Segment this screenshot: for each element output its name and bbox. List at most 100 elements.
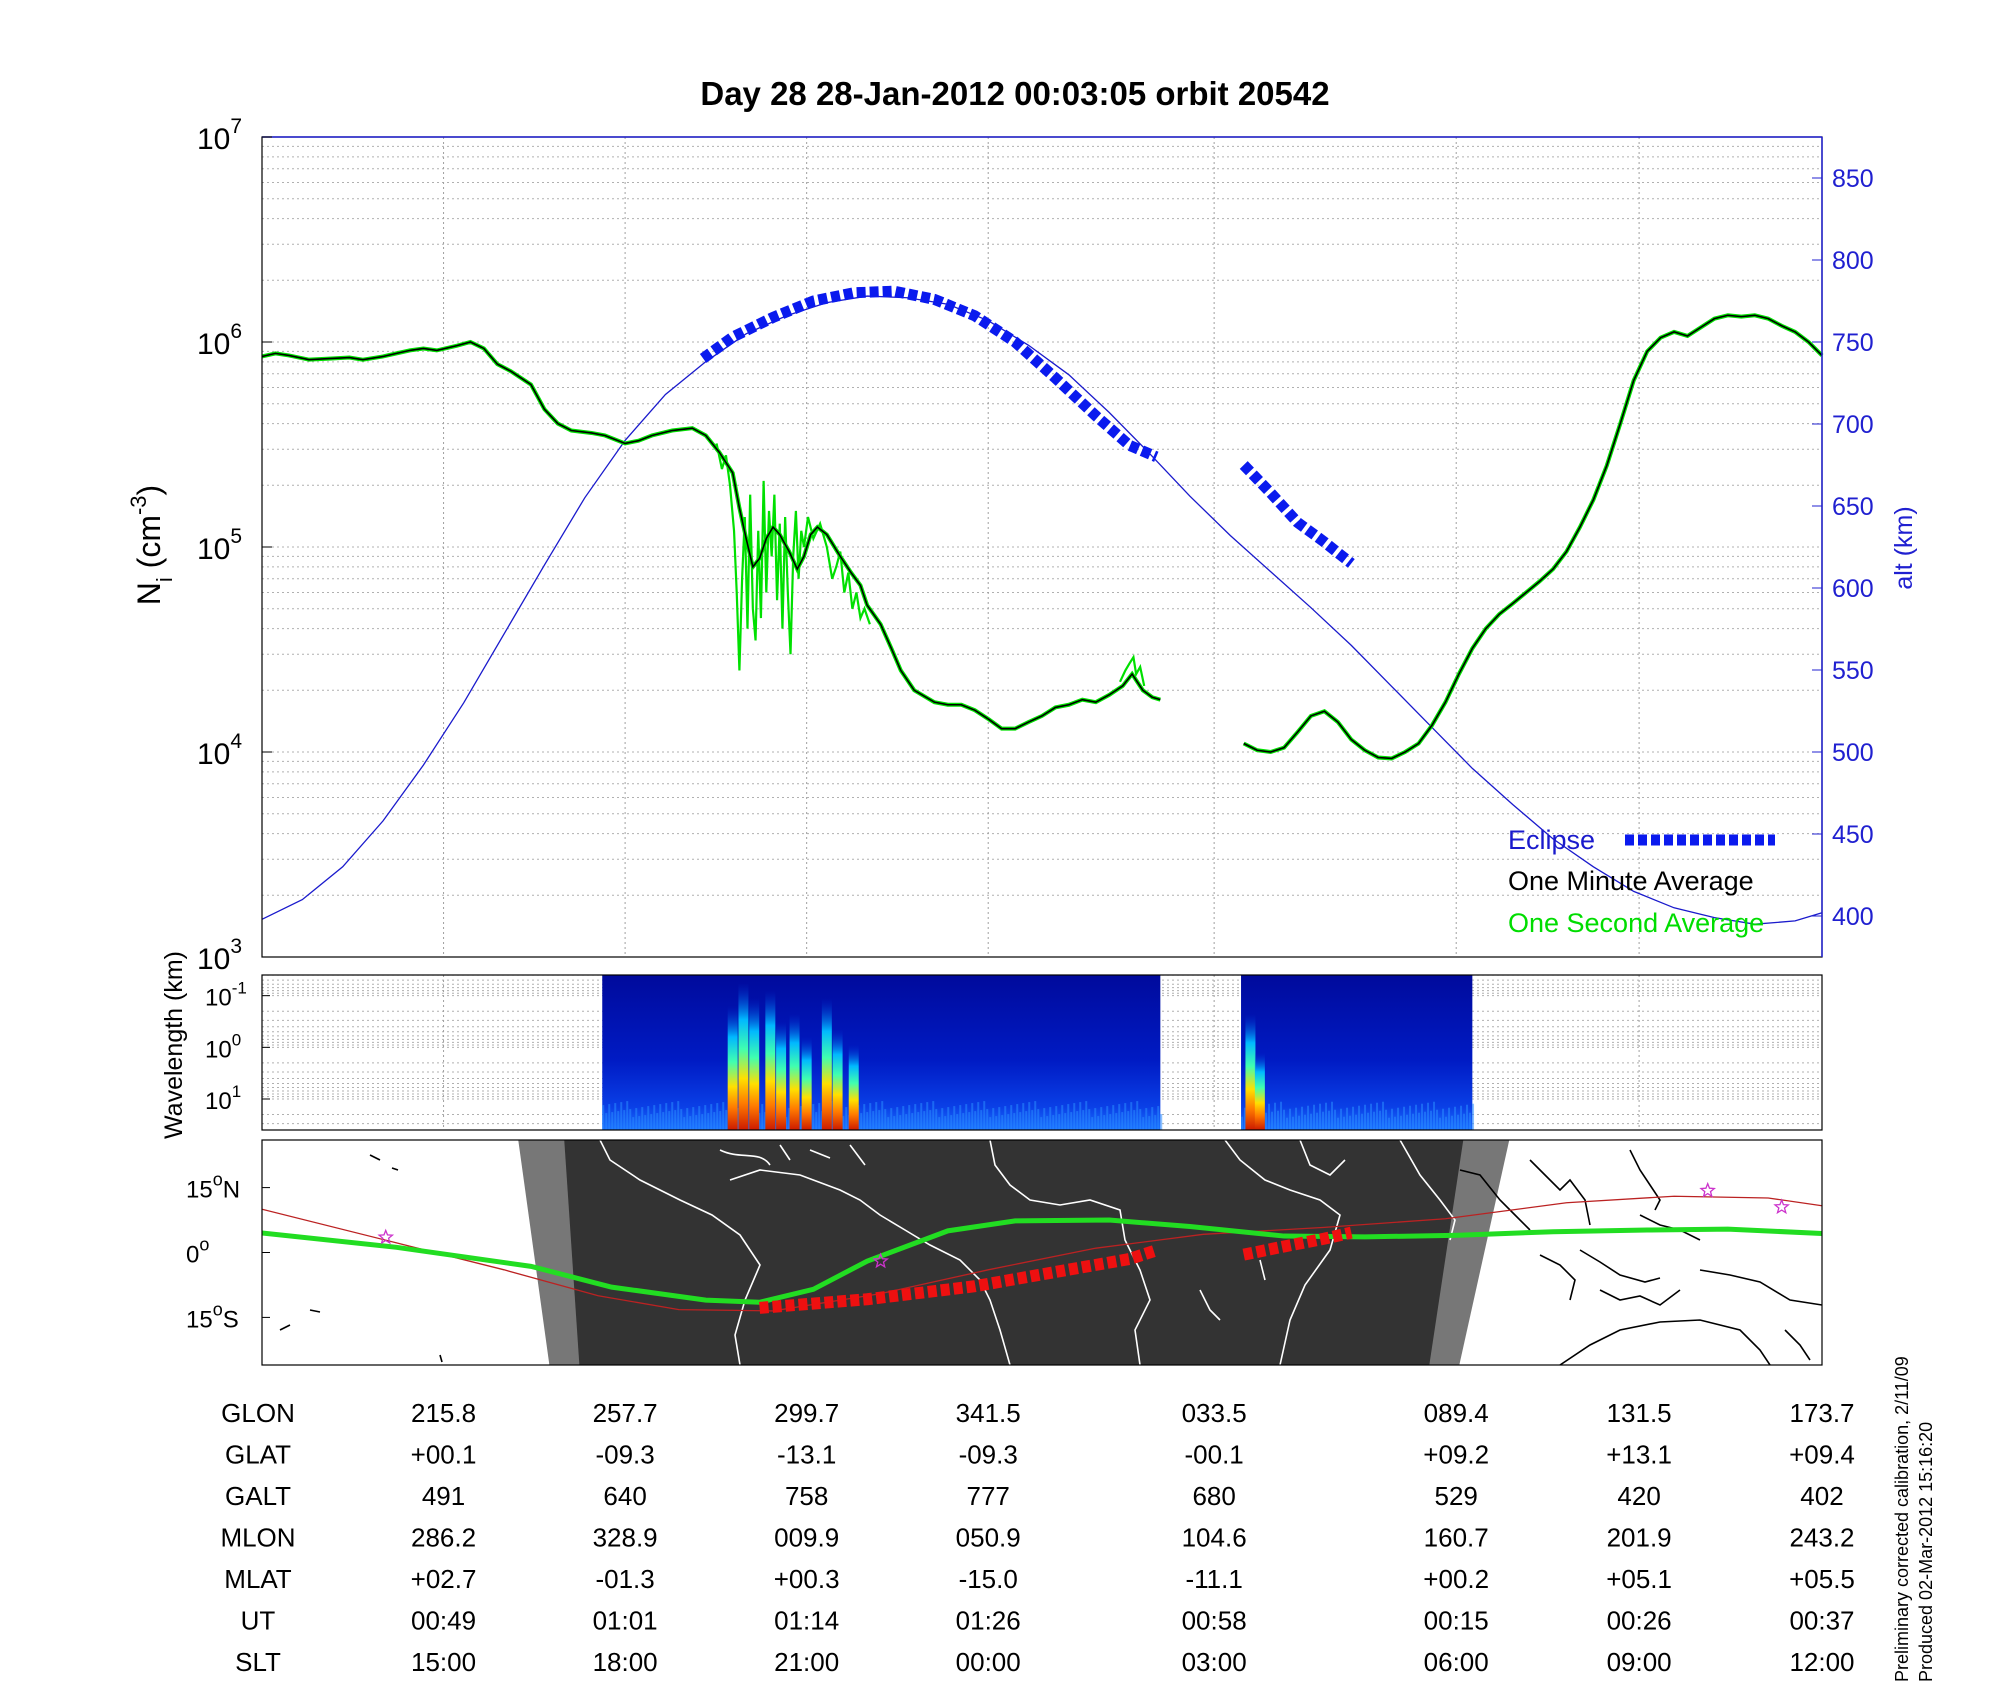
spectrogram-texture bbox=[1022, 1103, 1025, 1130]
table-cell: 286.2 bbox=[411, 1523, 476, 1553]
spectrogram-texture bbox=[812, 1104, 815, 1130]
spectrogram-image bbox=[602, 975, 1475, 1130]
spectrogram-texture bbox=[986, 1109, 989, 1130]
spectrogram-texture bbox=[998, 1107, 1001, 1130]
spectrogram-texture bbox=[1052, 1115, 1055, 1130]
spectrogram-texture bbox=[689, 1116, 692, 1130]
legend-one-second-average: One Second Average bbox=[1508, 908, 1764, 938]
spectrogram-texture bbox=[1415, 1104, 1418, 1130]
orbit-data-table: GLON GLAT GALT MLON MLAT UT SLT 215.8 +00.1 491 28… bbox=[220, 1398, 1854, 1677]
spectrogram-texture bbox=[1046, 1116, 1049, 1130]
spectrogram-texture bbox=[1070, 1112, 1073, 1130]
spectrogram-texture bbox=[926, 1102, 929, 1130]
one-minute-segment bbox=[1243, 314, 1823, 760]
spectrogram-texture bbox=[1049, 1107, 1052, 1130]
spectrogram-texture bbox=[698, 1106, 701, 1130]
spectrogram-texture bbox=[962, 1113, 965, 1130]
spectrogram-texture bbox=[1427, 1102, 1430, 1130]
spectrogram-texture bbox=[1130, 1102, 1133, 1130]
spectrogram-texture bbox=[896, 1107, 899, 1130]
spectrogram-texture bbox=[1466, 1104, 1469, 1130]
spectrogram-texture bbox=[1319, 1103, 1322, 1130]
spectrogram-texture bbox=[1307, 1105, 1310, 1130]
spectrogram-texture bbox=[1127, 1111, 1130, 1130]
spectrogram-texture bbox=[1457, 1114, 1460, 1130]
spectrogram-texture bbox=[608, 1104, 611, 1130]
spectrogram-texture bbox=[800, 1106, 803, 1130]
table-cell: +09.4 bbox=[1789, 1440, 1855, 1470]
eclipse-segment bbox=[1239, 461, 1355, 568]
table-cell: 12:00 bbox=[1789, 1647, 1854, 1677]
map-tick-label: 0o bbox=[186, 1235, 209, 1269]
spectrogram-texture bbox=[677, 1101, 680, 1130]
spectrogram-texture bbox=[1412, 1113, 1415, 1130]
spectrogram-texture bbox=[1034, 1101, 1037, 1130]
spectrogram-texture bbox=[1391, 1108, 1394, 1130]
spectrogram-texture bbox=[917, 1112, 920, 1130]
spectrogram-texture bbox=[1304, 1114, 1307, 1130]
spectrogram-texture bbox=[956, 1114, 959, 1130]
spectrogram-band bbox=[801, 1037, 812, 1130]
table-cell: +02.7 bbox=[411, 1564, 477, 1594]
spectrogram-texture bbox=[1460, 1105, 1463, 1130]
spectrogram-texture bbox=[647, 1106, 650, 1130]
spectrogram-texture bbox=[635, 1108, 638, 1130]
spectrogram-texture bbox=[1310, 1113, 1313, 1130]
spectrogram-texture bbox=[650, 1114, 653, 1130]
spectrogram-texture bbox=[914, 1104, 917, 1130]
spectrogram-texture bbox=[1094, 1108, 1097, 1130]
spectrogram-texture bbox=[1067, 1104, 1070, 1130]
table-cell: +00.1 bbox=[411, 1440, 477, 1470]
spectrogram-band bbox=[776, 1021, 787, 1130]
spectrogram-texture bbox=[665, 1103, 668, 1130]
table-cell: 758 bbox=[785, 1481, 828, 1511]
spectrogram-texture bbox=[911, 1113, 914, 1130]
spectrogram-band bbox=[1254, 1052, 1265, 1130]
table-cell: 21:00 bbox=[774, 1647, 839, 1677]
table-cell: 09:00 bbox=[1607, 1647, 1672, 1677]
spectrogram-texture bbox=[1349, 1115, 1352, 1130]
ground-track-panel: 15oN 0o 15oS bbox=[186, 1139, 1823, 1366]
spectrogram-texture bbox=[818, 1103, 821, 1130]
star-marker bbox=[872, 1252, 889, 1269]
table-cell: 201.9 bbox=[1607, 1523, 1672, 1553]
legend-one-minute-average: One Minute Average bbox=[1508, 866, 1754, 896]
spectrogram-texture bbox=[707, 1113, 710, 1130]
spectrogram-texture bbox=[863, 1104, 866, 1130]
spectrogram-texture bbox=[974, 1111, 977, 1130]
spectrogram-texture bbox=[1145, 1108, 1148, 1130]
spectrogram-texture bbox=[878, 1110, 881, 1130]
spectrogram-texture bbox=[1361, 1113, 1364, 1130]
spectrogram-texture bbox=[686, 1108, 689, 1130]
table-cell: +00.3 bbox=[774, 1564, 840, 1594]
spectrogram-texture bbox=[674, 1110, 677, 1130]
spectrogram-texture bbox=[977, 1102, 980, 1130]
spectrogram-texture bbox=[1445, 1116, 1448, 1130]
table-row-label: GLAT bbox=[225, 1440, 291, 1470]
table-cell: 160.7 bbox=[1424, 1523, 1489, 1553]
table-cell: 00:00 bbox=[956, 1647, 1021, 1677]
spectrogram-texture bbox=[929, 1110, 932, 1130]
spectrogram-texture bbox=[860, 1113, 863, 1130]
spectrogram-texture bbox=[968, 1112, 971, 1130]
map-tick-label: 15oN bbox=[186, 1170, 240, 1204]
table-cell: 131.5 bbox=[1607, 1398, 1672, 1428]
spectrogram-texture bbox=[1154, 1115, 1157, 1130]
spectrogram-texture bbox=[869, 1103, 872, 1130]
spectrogram-texture bbox=[1454, 1106, 1457, 1130]
spectrogram-texture bbox=[1016, 1104, 1019, 1130]
spectrogram-texture bbox=[1358, 1105, 1361, 1130]
spectrogram-texture bbox=[653, 1105, 656, 1130]
spectrogram-band bbox=[738, 982, 749, 1130]
spectrogram-texture bbox=[1007, 1114, 1010, 1130]
spectrogram-texture bbox=[1400, 1115, 1403, 1130]
spectrogram-texture bbox=[614, 1103, 617, 1130]
table-cell: 15:00 bbox=[411, 1647, 476, 1677]
spectrogram-texture bbox=[1106, 1106, 1109, 1130]
spectrogram-texture bbox=[656, 1113, 659, 1130]
spectrogram-texture bbox=[641, 1107, 644, 1130]
altitude-tick-label: 550 bbox=[1832, 657, 1874, 685]
eclipse-track-markers bbox=[759, 1226, 1353, 1314]
table-cell: +09.2 bbox=[1423, 1440, 1489, 1470]
map-tick-label: 15oS bbox=[186, 1299, 239, 1333]
